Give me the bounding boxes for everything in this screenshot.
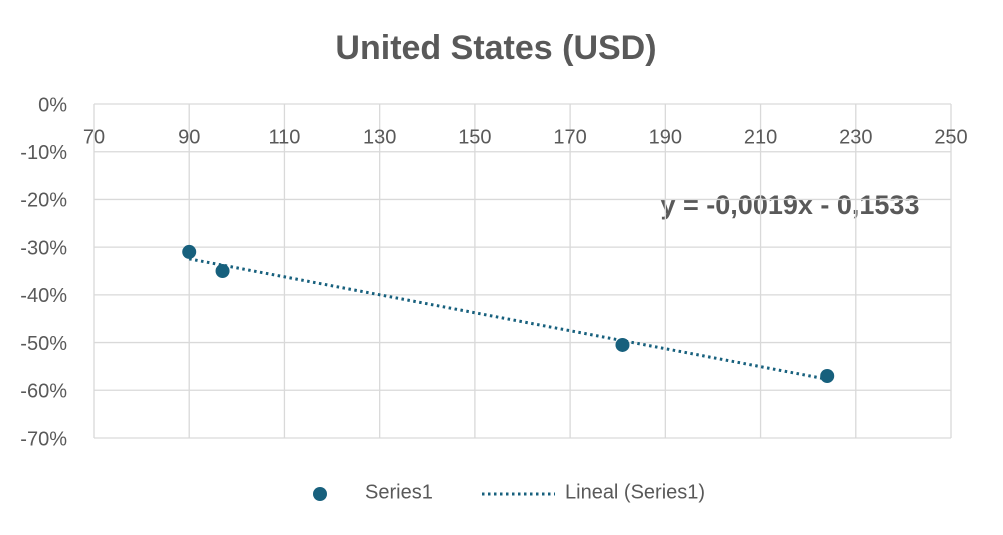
x-tick-label: 110 — [268, 126, 300, 148]
x-tick-label: 70 — [83, 126, 105, 148]
x-tick-label: 190 — [649, 126, 682, 148]
trendline-equation: y = -0,0019x - 0,1533 — [661, 190, 920, 220]
x-tick-label: 250 — [934, 126, 967, 148]
legend-label: Lineal (Series1) — [565, 481, 705, 503]
trendline — [188, 257, 828, 381]
x-tick-label: 150 — [458, 126, 491, 148]
x-tick-label: 90 — [178, 126, 200, 148]
scatter-point — [615, 337, 630, 352]
x-tick-label: 130 — [363, 126, 396, 148]
legend-marker — [313, 487, 327, 501]
legend-label: Series1 — [365, 481, 433, 503]
y-tick-label: -50% — [20, 333, 67, 355]
y-tick-label: -70% — [20, 428, 67, 450]
scatter-point — [820, 368, 835, 383]
y-tick-label: -60% — [20, 381, 67, 403]
scatter-point — [182, 244, 197, 259]
x-tick-label: 210 — [744, 126, 777, 148]
y-tick-label: 0% — [38, 94, 67, 116]
scatter-point — [215, 264, 230, 278]
y-tick-label: -30% — [20, 237, 67, 259]
y-tick-label: -40% — [20, 285, 67, 307]
chart-title: United States (USD) — [335, 29, 656, 67]
y-tick-label: -10% — [20, 142, 67, 164]
x-tick-label: 170 — [553, 126, 586, 148]
x-tick-label: 230 — [839, 126, 872, 148]
y-tick-label: -20% — [20, 190, 67, 212]
